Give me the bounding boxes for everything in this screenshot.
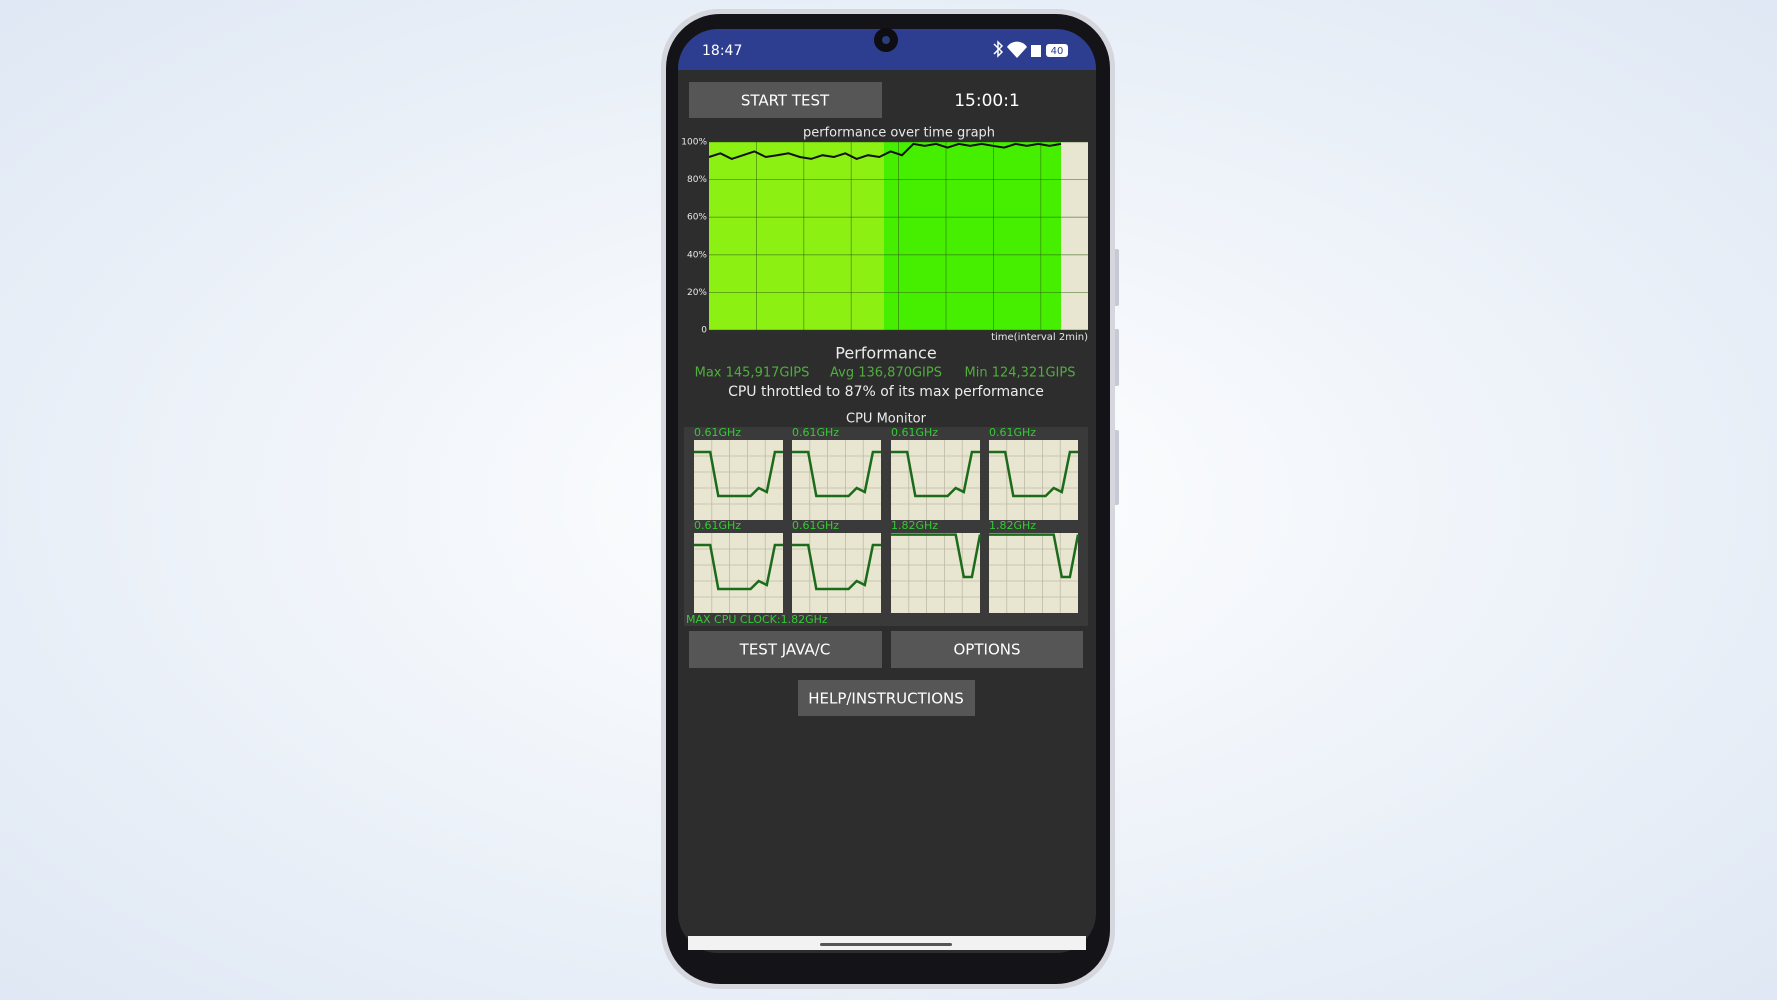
- core-line: [694, 450, 783, 498]
- max-clock: MAX CPU CLOCK:1.82GHz: [686, 613, 828, 626]
- help-button[interactable]: [798, 680, 975, 716]
- throttle-text: CPU throttled to 87% of its max performa…: [728, 384, 1044, 400]
- test-java-button[interactable]: [689, 631, 882, 668]
- core-line: [891, 533, 982, 579]
- sim-icon: [1031, 45, 1041, 57]
- camera-lens: [882, 36, 890, 44]
- y-tick-label: 80%: [687, 175, 707, 185]
- core-line: [989, 450, 1078, 498]
- core-line: [792, 450, 881, 498]
- cpu-monitor-title: CPU Monitor: [846, 412, 927, 427]
- core-line: [989, 533, 1080, 579]
- core-frequency: 0.61GHz: [792, 426, 839, 439]
- side-button: [1114, 329, 1119, 386]
- core-frequency: 0.61GHz: [792, 519, 839, 532]
- core-frequency: 1.82GHz: [989, 519, 1036, 532]
- core-frequency: 0.61GHz: [989, 426, 1036, 439]
- core-frequency: 0.61GHz: [891, 426, 938, 439]
- side-button: [1114, 249, 1119, 306]
- options-label[interactable]: OPTIONS: [954, 641, 1021, 659]
- wifi-icon: [1007, 41, 1027, 58]
- y-tick-label: 40%: [687, 250, 707, 260]
- performance-title: Performance: [835, 344, 936, 363]
- perf-fill: [884, 142, 1061, 330]
- perf-fill: [709, 142, 884, 330]
- gesture-handle: [820, 943, 952, 946]
- core-line: [792, 543, 881, 591]
- start-test-button[interactable]: [689, 82, 882, 118]
- options-button[interactable]: [891, 631, 1083, 668]
- side-button: [1114, 430, 1119, 505]
- performance-line: [708, 142, 1062, 160]
- core-frequency: 0.61GHz: [694, 426, 741, 439]
- bluetooth-icon: [993, 40, 1004, 58]
- test-java-label[interactable]: TEST JAVA/C: [739, 641, 831, 659]
- y-tick-label: 60%: [687, 213, 707, 223]
- y-tick-label: 100%: [681, 138, 707, 148]
- core-line: [891, 450, 980, 498]
- y-tick-label: 20%: [687, 288, 707, 298]
- timer: 15:00:1: [954, 91, 1020, 111]
- battery-level: 40: [1051, 46, 1064, 57]
- graph-title: performance over time graph: [803, 126, 995, 141]
- start-test-label[interactable]: START TEST: [741, 92, 830, 110]
- x-axis-label: time(interval 2min): [991, 332, 1088, 343]
- avg-perf: Avg 136,870GIPS: [830, 366, 942, 381]
- max-perf: Max 145,917GIPS: [695, 366, 810, 381]
- core-frequency: 0.61GHz: [694, 519, 741, 532]
- y-tick-label: 0: [701, 326, 707, 336]
- core-frequency: 1.82GHz: [891, 519, 938, 532]
- core-plot: [989, 533, 1078, 613]
- min-perf: Min 124,321GIPS: [965, 366, 1076, 381]
- core-plot: [891, 533, 980, 613]
- core-line: [694, 543, 783, 591]
- help-label[interactable]: HELP/INSTRUCTIONS: [808, 690, 964, 708]
- status-time: 18:47: [702, 43, 742, 59]
- battery-icon: [1046, 44, 1068, 57]
